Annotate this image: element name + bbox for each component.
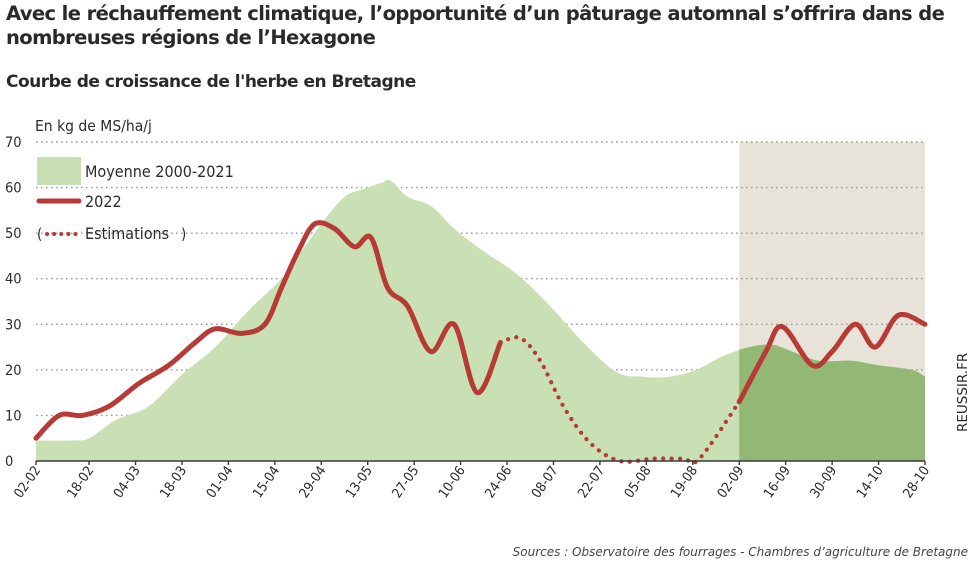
x-tick-label-02-02: 02-02: [11, 463, 44, 501]
x-tick-label-30-09: 30-09: [807, 463, 840, 501]
y-tick-label-40: 40: [5, 272, 22, 288]
y-tick-label-30: 30: [5, 317, 22, 333]
series-lines: [33, 220, 928, 465]
x-tick-label-27-05: 27-05: [389, 463, 422, 501]
series-line-2022-1: [33, 220, 503, 441]
x-tick-label-14-10: 14-10: [853, 463, 886, 501]
x-tick-label-02-09: 02-09: [714, 463, 747, 501]
y-tick-label-20: 20: [5, 363, 22, 379]
legend-bracket-open: (: [37, 225, 42, 243]
x-tick-label-29-04: 29-04: [296, 463, 330, 501]
x-tick-label-16-09: 16-09: [761, 463, 794, 501]
x-tick-label-10-06: 10-06: [436, 463, 469, 501]
series-line-2022-3: [736, 311, 928, 405]
legend-bracket-close: ): [181, 225, 186, 243]
x-tick-label-08-07: 08-07: [528, 463, 561, 501]
source-note: Sources : Observatoire des fourrages - C…: [512, 545, 968, 559]
legend-label-estimations: Estimations: [85, 224, 169, 243]
y-axis-label: En kg de MS/ha/j: [35, 117, 152, 135]
x-axis: 02-02 18-02 04-03 18-03 01-04 15-04 29-04 13-05…: [11, 460, 933, 501]
chart-subtitle: Courbe de croissance de l'herbe en Breta…: [6, 72, 416, 92]
x-tick-label-04-03: 04-03: [110, 463, 143, 501]
x-tick-label-22-07: 22-07: [575, 463, 608, 501]
series-line-estimations: [498, 335, 742, 465]
x-tick-label-24-06: 24-06: [482, 463, 515, 501]
average-area: [36, 179, 925, 462]
legend-label-average: Moyenne 2000-2021: [85, 162, 234, 181]
watermark: REUSSIR.FR: [955, 353, 971, 432]
growth-chart: 02-02 18-02 04-03 18-03 01-04 15-04 29-04 13-05…: [5, 117, 971, 501]
x-tick-label-19-08: 19-08: [668, 463, 701, 501]
legend-label-2022: 2022: [85, 192, 122, 211]
x-tick-label-15-04: 15-04: [250, 463, 284, 501]
chart-title: Avec le réchauffement climatique, l’oppo…: [6, 2, 945, 49]
y-tick-label-10: 10: [5, 408, 22, 424]
average-area-fill: [36, 179, 925, 462]
y-tick-label-70: 70: [5, 135, 22, 151]
y-tick-label-60: 60: [5, 181, 22, 197]
y-tick-label-50: 50: [5, 226, 22, 242]
y-axis: 0 10 20 30 40 50 60 70: [5, 135, 22, 470]
average-area-fill-shaded: [739, 344, 925, 461]
x-tick-label-01-04: 01-04: [203, 463, 237, 501]
y-tick-label-0: 0: [5, 454, 13, 470]
x-tick-label-18-03: 18-03: [157, 463, 190, 501]
x-tick-label-13-05: 13-05: [343, 463, 376, 501]
legend-swatch-average: [37, 157, 81, 185]
x-tick-label-18-02: 18-02: [64, 463, 97, 501]
legend: Moyenne 2000-2021 2022 ( Estimations): [36, 157, 234, 243]
x-tick-label-05-08: 05-08: [621, 463, 654, 501]
x-tick-label-28-10: 28-10: [900, 463, 933, 501]
